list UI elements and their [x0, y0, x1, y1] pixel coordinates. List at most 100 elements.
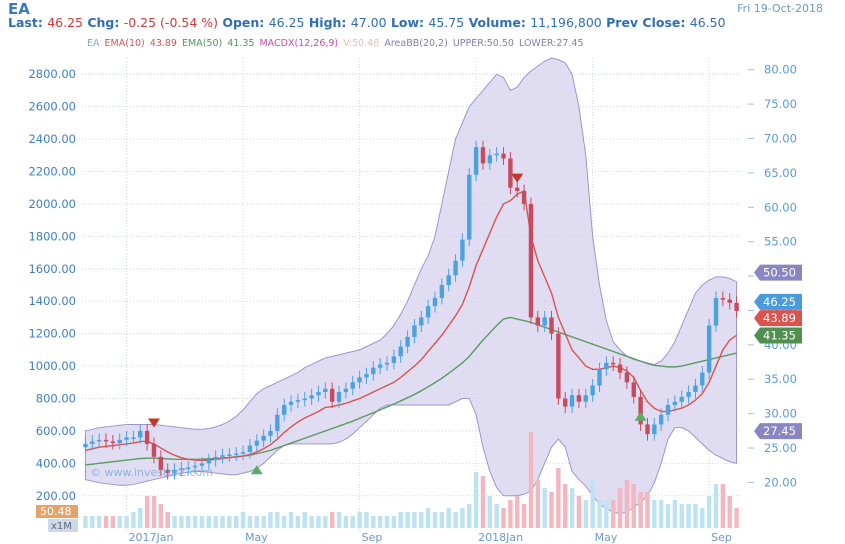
- volume-bar: [158, 504, 164, 528]
- candle-body: [583, 395, 588, 402]
- legend-item: EMA(10): [104, 38, 145, 49]
- volume-bar: [419, 512, 424, 528]
- candle-body: [631, 382, 636, 397]
- candle-body: [398, 346, 403, 357]
- candle-body: [336, 392, 342, 402]
- legend-item: AreaBB(20,2): [384, 38, 448, 49]
- candle-body: [672, 401, 678, 405]
- volume-bar: [693, 504, 698, 528]
- candle-body: [240, 452, 246, 454]
- candle-body: [624, 372, 630, 383]
- volume-unit-text: x1M: [51, 521, 72, 532]
- volume-bar: [590, 480, 595, 528]
- volume-bar: [679, 504, 684, 528]
- y-tick-left: 600.00: [36, 424, 76, 438]
- volume-bar: [371, 516, 376, 528]
- legend-item: V:50.48: [343, 38, 380, 49]
- legend-item: EA: [87, 38, 100, 49]
- candle-body: [638, 396, 643, 425]
- volume-bar: [563, 484, 568, 528]
- candle-body: [377, 364, 383, 368]
- volume-value: 11,196,800: [530, 15, 602, 30]
- volume-bar: [453, 512, 458, 528]
- candle-body: [371, 367, 376, 375]
- candle-body: [391, 356, 397, 363]
- watermark: © www.investorZ.com: [90, 466, 213, 479]
- date-label: Fri 19-Oct-2018: [737, 2, 823, 15]
- candle-body: [275, 414, 280, 431]
- price-label-right: 43.89: [754, 310, 802, 327]
- volume-bar: [213, 516, 218, 528]
- volume-bar: [384, 516, 390, 528]
- volume-bar: [343, 516, 349, 528]
- y-tick-right: 60.00: [764, 200, 797, 214]
- y-tick-left: 1400.00: [28, 294, 76, 308]
- candle-body: [110, 441, 116, 444]
- y-tick-left: 800.00: [36, 392, 76, 406]
- volume-bar: [713, 484, 719, 528]
- legend-item: 43.89: [149, 38, 177, 49]
- y-tick-left: 1200.00: [28, 327, 76, 341]
- candle-body: [501, 153, 506, 159]
- x-tick: May: [245, 531, 268, 544]
- volume-bar: [179, 516, 184, 528]
- open-value: 46.25: [268, 15, 305, 30]
- symbol-title: EA: [8, 0, 30, 18]
- volume-bar: [275, 512, 280, 528]
- candle-body: [364, 374, 369, 378]
- price-label-bg: [754, 310, 802, 327]
- candle-body: [706, 325, 712, 373]
- y-tick-right: 55.00: [764, 235, 797, 249]
- sell-signal-marker: [147, 418, 160, 428]
- candle-body: [693, 385, 698, 393]
- candle-body: [261, 435, 266, 441]
- y-tick-left: 2000.00: [28, 197, 76, 211]
- volume-bar: [247, 516, 253, 528]
- candle-body: [288, 401, 294, 405]
- open-label: Open:: [222, 15, 265, 30]
- prev-close-label: Prev Close:: [606, 15, 686, 30]
- price-label-text: 46.25: [763, 295, 796, 309]
- candle-body: [515, 187, 520, 191]
- candle-body: [186, 467, 191, 469]
- volume-bar: [220, 516, 225, 528]
- candle-body: [597, 369, 602, 386]
- buy-signal-marker: [634, 411, 647, 421]
- volume-bar: [110, 516, 116, 528]
- x-tick: 2017Jan: [129, 531, 174, 544]
- volume-bar: [234, 516, 239, 528]
- high-value: 47.00: [350, 15, 387, 30]
- low-label: Low:: [390, 15, 425, 30]
- candle-body: [131, 437, 136, 439]
- volume-bar: [425, 508, 431, 528]
- volume-bar: [617, 488, 623, 528]
- candle-body: [158, 456, 164, 470]
- candle-body: [528, 203, 534, 318]
- volume-bar: [268, 512, 273, 528]
- candle-body: [151, 443, 157, 457]
- last-label: Last:: [8, 15, 43, 30]
- volume-bar: [117, 516, 122, 528]
- candle-body: [254, 440, 259, 446]
- x-tick: Sep: [711, 531, 732, 544]
- volume-bar: [528, 432, 534, 528]
- volume-value-text: 50.48: [40, 505, 72, 518]
- candle-body: [117, 439, 122, 444]
- candle-body: [521, 190, 527, 204]
- price-label-bg: [754, 327, 802, 344]
- volume-bar: [645, 492, 650, 528]
- volume-bar: [316, 516, 321, 528]
- candle-body: [700, 372, 705, 386]
- candle-body: [658, 414, 664, 425]
- candle-body: [487, 155, 493, 164]
- legend-item: UPPER:50.50: [452, 38, 514, 49]
- volume-bar: [227, 516, 232, 528]
- y-tick-right: 20.00: [764, 475, 797, 489]
- volume-bar: [487, 496, 493, 528]
- volume-bar: [480, 476, 486, 528]
- candle-body: [535, 317, 541, 326]
- candle-body: [432, 297, 438, 307]
- candle-body: [617, 364, 623, 373]
- candle-body: [473, 147, 479, 175]
